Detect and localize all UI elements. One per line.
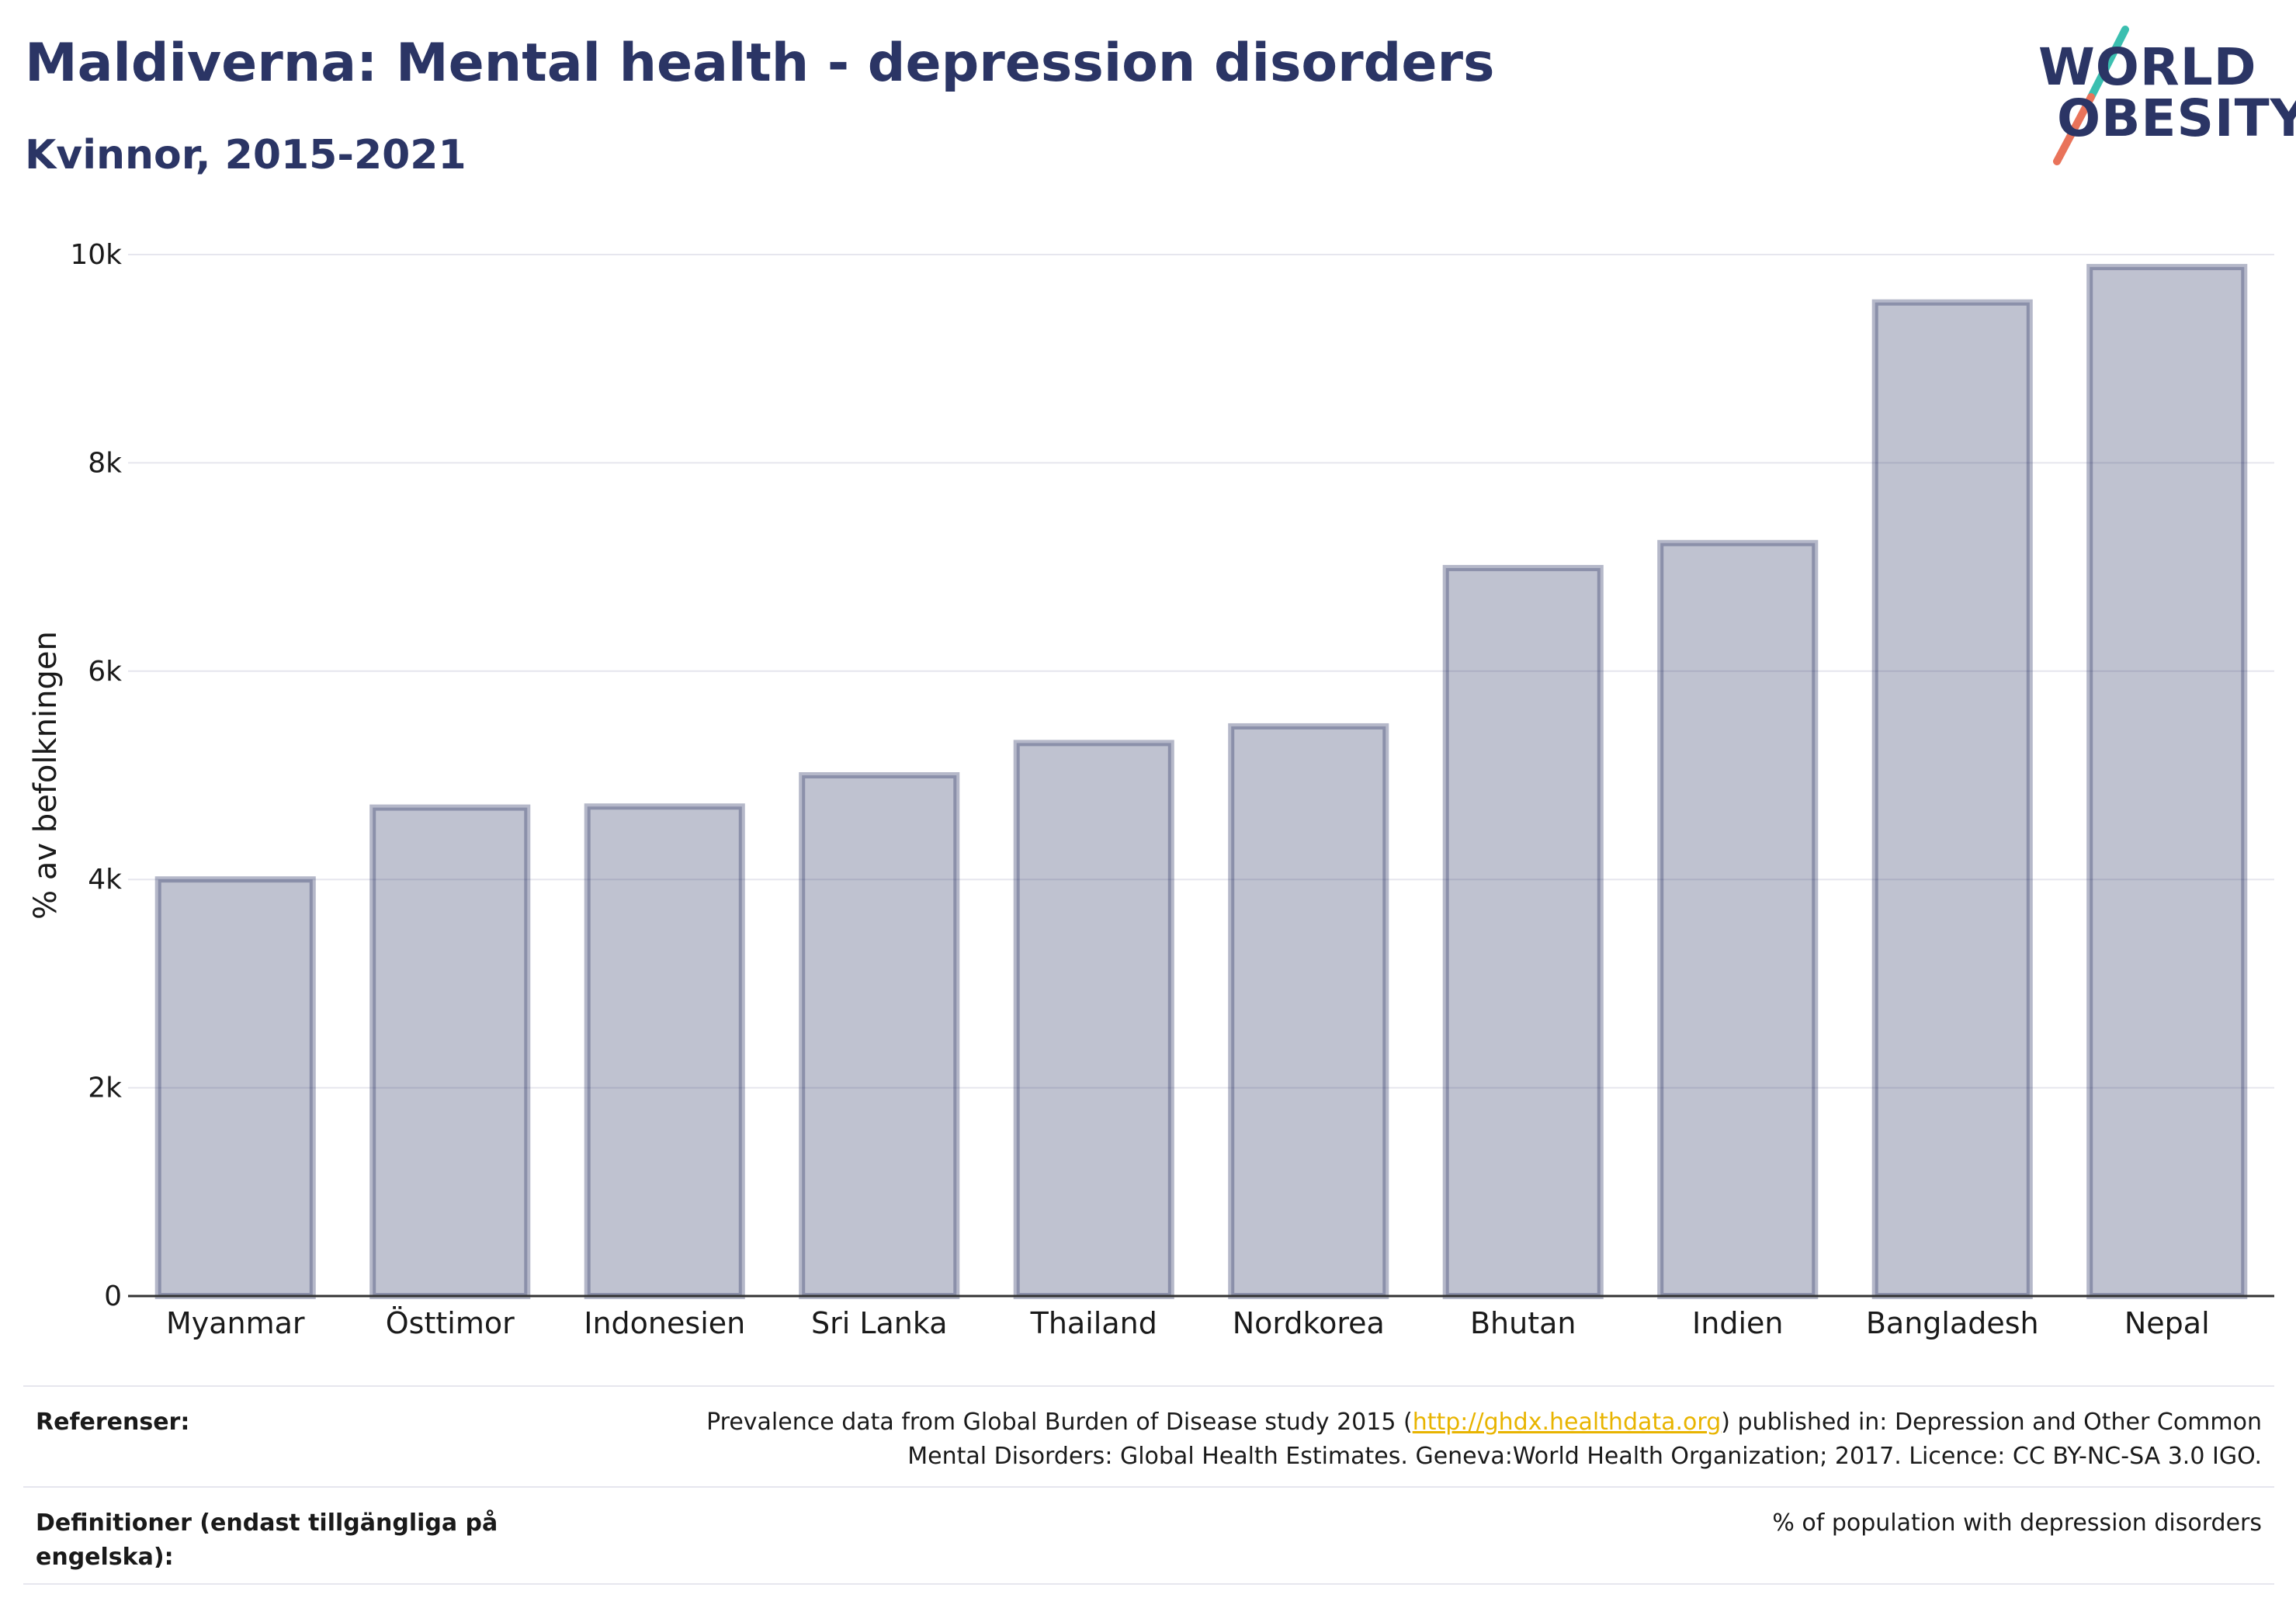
bar bbox=[2086, 264, 2248, 1299]
y-tick-label: 10k bbox=[70, 239, 122, 271]
y-tick-label: 2k bbox=[88, 1073, 122, 1104]
x-tick-label: Nordkorea bbox=[1233, 1306, 1385, 1340]
x-tick-label: Bangladesh bbox=[1866, 1306, 2039, 1340]
x-tick-label: Bhutan bbox=[1470, 1306, 1576, 1340]
bar bbox=[369, 804, 531, 1299]
logo-text-world: WORLD bbox=[2038, 37, 2257, 97]
bar bbox=[1228, 723, 1389, 1299]
references-line-1-pre: Prevalence data from Global Burden of Di… bbox=[706, 1409, 1413, 1436]
bar bbox=[1442, 564, 1604, 1299]
bar-chart: 0 2k 4k 6k 8k 10k Myanmar Östtimor Indonesien Sri… bbox=[28, 239, 2274, 1340]
x-tick-label: Indonesien bbox=[584, 1306, 745, 1340]
logo-text-obesity: OBESITY bbox=[2057, 88, 2296, 148]
definitions-label-line-2: engelska): bbox=[36, 1544, 174, 1571]
references-row: Referenser: Prevalence data from Global … bbox=[23, 1385, 2274, 1488]
references-text: Prevalence data from Global Burden of Di… bbox=[706, 1405, 2262, 1474]
world-obesity-logo: WORLD OBESITY bbox=[2026, 23, 2296, 171]
definitions-row: Definitioner (endast tillgängliga på eng… bbox=[23, 1486, 2274, 1585]
references-line-1: Prevalence data from Global Burden of Di… bbox=[706, 1405, 2262, 1440]
y-tick-label: 8k bbox=[88, 447, 122, 479]
x-tick-label: Indien bbox=[1692, 1306, 1783, 1340]
references-line-2: Mental Disorders: Global Health Estimate… bbox=[907, 1443, 2262, 1470]
references-link[interactable]: http://ghdx.healthdata.org bbox=[1412, 1409, 1722, 1436]
y-tick-label: 6k bbox=[88, 656, 122, 688]
bar bbox=[154, 876, 316, 1299]
x-tick-label: Sri Lanka bbox=[811, 1306, 948, 1340]
y-tick-label: 4k bbox=[88, 864, 122, 896]
references-line-1-post: ) published in: Depression and Other Com… bbox=[1721, 1409, 2262, 1436]
definitions-label: Definitioner (endast tillgängliga på eng… bbox=[36, 1506, 498, 1575]
bar bbox=[1657, 539, 1819, 1299]
bar bbox=[1871, 299, 2033, 1299]
x-tick-label: Östtimor bbox=[386, 1306, 515, 1340]
bar bbox=[584, 803, 745, 1299]
x-tick-label: Nepal bbox=[2124, 1306, 2210, 1340]
y-tick-label: 0 bbox=[104, 1281, 122, 1312]
definitions-text: % of population with depression disorder… bbox=[1772, 1509, 2262, 1537]
x-tick-label: Myanmar bbox=[166, 1306, 305, 1340]
page-subtitle: Kvinnor, 2015-2021 bbox=[25, 132, 466, 178]
x-tick-label: Thailand bbox=[1030, 1306, 1157, 1340]
page-title: Maldiverna: Mental health - depression d… bbox=[25, 33, 1495, 94]
bar bbox=[1013, 740, 1174, 1299]
bar bbox=[799, 772, 960, 1299]
definitions-label-line-1: Definitioner (endast tillgängliga på bbox=[36, 1509, 498, 1537]
references-label: Referenser: bbox=[36, 1409, 190, 1436]
footer-bottom-rule bbox=[23, 1583, 2274, 1585]
y-axis-label: % av befolkningen bbox=[28, 631, 64, 920]
logo-slash-icon bbox=[2053, 26, 2129, 165]
